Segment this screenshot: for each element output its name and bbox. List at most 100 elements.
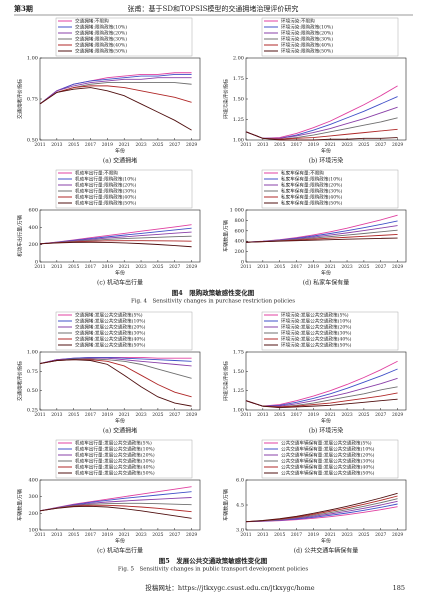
x-tick-label: 2025 <box>358 533 369 538</box>
y-tick-label: 400 <box>28 225 38 231</box>
y-tick-label: 0.75 <box>27 369 38 375</box>
x-tick-label: 2011 <box>240 533 251 538</box>
legend-label: 环境污染:不限购 <box>281 18 315 25</box>
legend-label: 机动车出行量:发展公共交通政策(5%) <box>75 440 152 447</box>
y-tick-label: 300 <box>28 494 38 500</box>
plot-frame <box>245 209 407 263</box>
y-tick-label: 4.5 <box>236 503 244 509</box>
panel-caption: (a) 交通拥堵 <box>103 157 137 165</box>
y-tick-label: 200 <box>28 242 38 248</box>
legend-label: 私家车保有量:限购政策(50%) <box>281 200 342 207</box>
x-tick-label: 2023 <box>135 143 146 148</box>
x-tick-label: 2021 <box>325 413 336 418</box>
x-axis-label: 年份 <box>321 538 331 545</box>
x-tick-label: 2029 <box>186 265 197 270</box>
legend-box <box>261 311 399 351</box>
x-tick-label: 2021 <box>119 265 130 270</box>
legend-label: 公共交通车辆保有量:发展公共交通政策(5%) <box>281 440 372 447</box>
series-line <box>245 131 398 141</box>
y-axis-label: 机动车出行量/万辆 <box>17 215 24 257</box>
series-line <box>39 77 192 105</box>
x-tick-label: 2027 <box>375 413 386 418</box>
legend-label: 交通拥堵:限购政策(20%) <box>75 30 127 37</box>
x-tick-label: 2017 <box>85 143 96 148</box>
legend-label: 交通拥堵:不限购 <box>75 18 109 25</box>
legend-box <box>55 17 193 57</box>
x-tick-label: 2021 <box>325 143 336 148</box>
legend-label: 公共交通车辆保有量:发展公共交通政策(50%) <box>281 470 375 477</box>
legend-label: 交通拥堵:发展公共交通政策(5%) <box>75 312 143 319</box>
legend-label: 交通拥堵:发展公共交通政策(20%) <box>75 324 146 331</box>
legend-label: 机动车出行量:不限购 <box>75 170 118 177</box>
x-tick-label: 2025 <box>358 265 369 270</box>
x-tick-label: 2025 <box>152 265 163 270</box>
series-line <box>245 237 398 243</box>
x-tick-label: 2019 <box>308 143 319 148</box>
x-tick-label: 2029 <box>392 265 403 270</box>
panel-caption: (b) 环境污染 <box>309 157 343 165</box>
y-tick-label: 600 <box>28 208 38 214</box>
x-tick-label: 2029 <box>186 413 197 418</box>
y-tick-label: 0 <box>241 260 244 266</box>
x-axis-label: 年份 <box>321 270 331 277</box>
y-axis-label: 车辆数量/万辆 <box>17 489 24 521</box>
figure-caption-en: Fig. 5 Sensitivity changes in public tra… <box>118 567 308 573</box>
x-tick-label: 2023 <box>341 143 352 148</box>
x-tick-label: 2025 <box>152 413 163 418</box>
x-tick-label: 2021 <box>119 533 130 538</box>
x-tick-label: 2011 <box>34 413 45 418</box>
legend-box <box>261 439 399 479</box>
legend-label: 公共交通车辆保有量:发展公共交通政策(30%) <box>281 458 375 465</box>
x-tick-label: 2029 <box>392 413 403 418</box>
plot-frame <box>245 351 407 411</box>
x-tick-label: 2017 <box>85 265 96 270</box>
x-axis-label: 年份 <box>321 418 331 425</box>
y-tick-label: 0.75 <box>27 97 38 103</box>
x-tick-label: 2021 <box>325 533 336 538</box>
y-tick-label: 0.25 <box>27 408 38 414</box>
series-line <box>39 73 192 105</box>
y-tick-label: 800 <box>234 218 244 224</box>
y-axis-label: 车辆数量/万辆 <box>223 489 230 521</box>
plot-frame <box>39 351 201 411</box>
x-tick-label: 2011 <box>240 143 251 148</box>
legend-label: 机动车出行量:限购政策(20%) <box>75 182 136 189</box>
x-tick-label: 2019 <box>102 533 113 538</box>
legend-box <box>55 311 193 351</box>
x-tick-label: 2015 <box>68 413 79 418</box>
x-tick-label: 2017 <box>85 413 96 418</box>
legend-label: 私家车保有量:限购政策(40%) <box>281 194 342 201</box>
series-line <box>245 492 398 523</box>
x-tick-label: 2029 <box>392 143 403 148</box>
series-line <box>39 241 192 248</box>
figure-caption-en: Fig. 4 Sensitivity changes in purchase r… <box>131 299 295 305</box>
y-tick-label: 1.00 <box>27 350 38 356</box>
legend-box <box>261 17 399 57</box>
y-tick-label: 200 <box>234 249 244 255</box>
legend-label: 私家车保有量:不限购 <box>281 170 324 177</box>
x-tick-label: 2013 <box>51 143 62 148</box>
x-tick-label: 2019 <box>308 533 319 538</box>
series-line <box>39 359 192 407</box>
x-tick-label: 2025 <box>152 533 163 538</box>
legend-label: 环境污染:限购政策(20%) <box>281 30 333 37</box>
series-line <box>39 505 192 519</box>
x-tick-label: 2027 <box>375 265 386 270</box>
x-tick-label: 2023 <box>341 413 352 418</box>
legend-label: 交通拥堵:限购政策(40%) <box>75 42 127 49</box>
x-tick-label: 2013 <box>51 265 62 270</box>
page-number: 185 <box>393 584 405 592</box>
legend-label: 私家车保有量:限购政策(30%) <box>281 188 342 195</box>
y-tick-label: 1.25 <box>233 117 244 123</box>
y-tick-label: 2.00 <box>233 56 244 62</box>
x-tick-label: 2025 <box>358 413 369 418</box>
legend-label: 机动车出行量:发展公共交通政策(10%) <box>75 446 155 453</box>
footer-url: 投稿网址：https://jtkxygc.csust.edu.cn/jtkxyg… <box>145 583 314 592</box>
x-tick-label: 2015 <box>274 265 285 270</box>
legend-label: 交通拥堵:发展公共交通政策(40%) <box>75 336 146 343</box>
x-tick-label: 2011 <box>34 265 45 270</box>
legend-box <box>55 169 193 209</box>
panel-caption: (d) 公共交通车辆保有量 <box>294 547 358 555</box>
x-tick-label: 2015 <box>68 265 79 270</box>
panel-caption: (a) 交通拥堵 <box>103 427 137 435</box>
